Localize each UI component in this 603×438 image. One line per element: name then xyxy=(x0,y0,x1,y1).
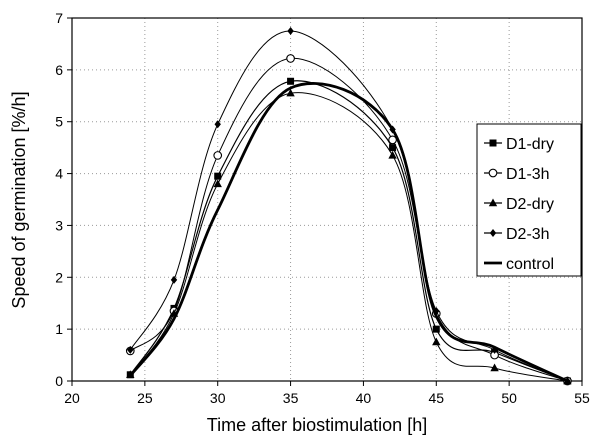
series-lines xyxy=(125,26,572,386)
point-D1-dry-45 xyxy=(432,325,440,333)
point-D1-3h-35 xyxy=(286,54,295,63)
y-tick-label-2: 2 xyxy=(55,269,63,285)
point-D2-3h-35 xyxy=(287,26,294,35)
legend-label-D1-3h: D1-3h xyxy=(506,166,550,183)
series-line-D2-dry xyxy=(129,92,568,382)
x-axis-title: Time after biostimulation [h] xyxy=(207,415,427,435)
point-D2-dry-30 xyxy=(213,179,222,188)
legend-label-D2-dry: D2-dry xyxy=(506,196,554,213)
series-line-control xyxy=(129,82,568,383)
point-D2-dry-45 xyxy=(432,337,441,346)
x-tick-label-50: 50 xyxy=(501,390,517,406)
x-tick-label-40: 40 xyxy=(356,390,372,406)
legend-label-D2-3h: D2-3h xyxy=(506,226,550,243)
x-tick-label-25: 25 xyxy=(137,390,153,406)
series-control xyxy=(129,82,568,383)
legend-marker-D2-3h xyxy=(489,229,497,237)
y-tick-label-0: 0 xyxy=(55,373,63,389)
legend-box xyxy=(476,123,582,277)
point-D2-3h-30 xyxy=(214,120,221,129)
point-D2-dry-49 xyxy=(490,363,499,372)
x-tick-label-35: 35 xyxy=(283,390,299,406)
plot-border xyxy=(71,17,583,382)
y-tick-labels: 0 1 2 3 4 5 6 7 xyxy=(55,10,63,389)
point-D1-dry-42 xyxy=(389,144,397,152)
point-D2-3h-27 xyxy=(170,275,178,284)
y-tick-label-5: 5 xyxy=(55,114,63,130)
x-tick-label-45: 45 xyxy=(428,390,444,406)
legend-label-control: control xyxy=(506,256,554,273)
y-tick-label-4: 4 xyxy=(55,166,63,182)
legend-marker-D2-dry xyxy=(488,198,498,207)
x-tick-labels: 20 25 30 35 40 45 50 55 xyxy=(64,390,590,406)
x-tick-label-55: 55 xyxy=(574,390,590,406)
y-tick-label-1: 1 xyxy=(55,321,63,337)
point-D2-dry-35 xyxy=(286,88,295,97)
point-D2-dry-42 xyxy=(388,150,397,159)
legend-marker-D1-dry xyxy=(489,139,497,147)
point-D1-3h-30 xyxy=(213,151,223,160)
point-D1-dry-30 xyxy=(214,172,222,180)
x-tick-label-20: 20 xyxy=(64,390,80,406)
y-tick-label-7: 7 xyxy=(55,10,63,26)
legend-label-D1-dry: D1-dry xyxy=(506,136,554,153)
point-D1-dry-35 xyxy=(287,77,295,85)
point-D1-3h-42 xyxy=(388,135,397,145)
y-tick-label-6: 6 xyxy=(55,62,63,78)
point-D2-3h-24 xyxy=(127,345,134,354)
y-tick-label-3: 3 xyxy=(55,217,63,233)
series-line-D1-3h xyxy=(129,57,568,382)
legend: D1-dry D1-3h D2-dry D2-3h control xyxy=(476,123,582,277)
legend-marker-D1-3h xyxy=(488,168,498,178)
x-tick-label-30: 30 xyxy=(210,390,226,406)
y-axis-title: Speed of germination [%/h] xyxy=(9,91,29,308)
plot-frame xyxy=(67,17,583,386)
